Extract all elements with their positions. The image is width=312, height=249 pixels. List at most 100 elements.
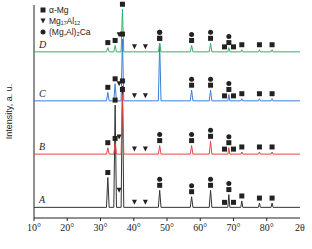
phase-marker xyxy=(231,93,236,98)
phase-marker xyxy=(117,135,122,140)
x-tick xyxy=(200,218,201,221)
phase-marker xyxy=(257,91,262,96)
phase-marker xyxy=(231,44,236,49)
phase-marker xyxy=(226,87,231,92)
phase-marker xyxy=(270,42,275,47)
phase-marker xyxy=(113,76,118,81)
phase-marker xyxy=(113,38,118,43)
x-tick-label: 70° xyxy=(227,222,241,233)
phase-marker xyxy=(239,144,244,149)
phase-marker xyxy=(222,44,227,49)
phase-marker xyxy=(222,147,227,152)
phase-marker xyxy=(113,136,118,141)
phase-marker xyxy=(132,93,137,98)
phase-marker xyxy=(239,91,244,96)
x-tick-label: 20° xyxy=(60,222,74,233)
phase-marker xyxy=(105,40,110,45)
phase-marker xyxy=(132,200,137,205)
phase-marker xyxy=(143,200,148,205)
phase-marker xyxy=(105,85,110,90)
phase-marker xyxy=(189,77,194,82)
series-line xyxy=(34,39,300,101)
phase-marker xyxy=(157,183,162,188)
phase-marker xyxy=(226,40,231,45)
phase-marker xyxy=(120,87,125,92)
phase-marker xyxy=(208,83,213,88)
phase-marker xyxy=(208,177,213,182)
phase-marker xyxy=(143,93,148,98)
phase-marker xyxy=(189,138,194,143)
series-label: D xyxy=(38,39,47,50)
phase-marker xyxy=(226,187,231,192)
phase-marker xyxy=(120,2,125,7)
phase-marker xyxy=(226,81,231,86)
phase-marker xyxy=(208,128,213,133)
chart: 10° 20° 30° 40° 50° 60° 70° 80° 2θ Intensity, a. … xyxy=(0,0,312,249)
phase-marker xyxy=(208,36,213,41)
phase-marker xyxy=(226,181,231,186)
phase-marker xyxy=(157,36,162,41)
x-tick-label: 30° xyxy=(94,222,108,233)
phase-marker xyxy=(257,42,262,47)
phase-marker xyxy=(117,81,122,86)
phase-marker xyxy=(117,32,122,37)
series-label: B xyxy=(39,141,45,152)
phase-marker xyxy=(157,30,162,35)
x-tick-label: 60° xyxy=(193,222,207,233)
phase-marker xyxy=(189,83,194,88)
series-label: C xyxy=(39,88,46,99)
phase-marker xyxy=(222,200,227,205)
phase-marker xyxy=(132,147,137,152)
phase-marker xyxy=(208,77,213,82)
x-tick-label: 40° xyxy=(127,222,141,233)
phase-marker xyxy=(270,91,275,96)
legend: α-MgMg₁₇Al₁₂(Mg,Al)₂Ca xyxy=(41,5,91,37)
phase-marker xyxy=(143,44,148,49)
phase-marker xyxy=(189,132,194,137)
y-axis-label: Intensity, a. u. xyxy=(4,84,14,139)
x-tick-label: 50° xyxy=(160,222,174,233)
series-line xyxy=(34,86,300,207)
phase-marker xyxy=(231,147,236,152)
x-tick xyxy=(133,218,134,221)
phase-marker xyxy=(222,93,227,98)
phase-marker xyxy=(231,200,236,205)
legend-marker xyxy=(41,8,46,13)
phase-marker xyxy=(226,34,231,39)
phase-marker xyxy=(189,183,194,188)
phase-marker xyxy=(226,134,231,139)
phase-marker xyxy=(239,42,244,47)
phase-marker xyxy=(257,144,262,149)
phase-marker xyxy=(157,36,162,41)
legend-label: α-Mg xyxy=(49,5,69,15)
phase-marker xyxy=(143,147,148,152)
phase-marker xyxy=(157,177,162,182)
x-tick-label: 80° xyxy=(260,222,274,233)
phase-marker xyxy=(157,30,162,35)
phase-marker xyxy=(157,138,162,143)
phase-marker xyxy=(208,183,213,188)
x-tick-label: 10° xyxy=(27,222,41,233)
phase-marker xyxy=(208,134,213,139)
phase-marker xyxy=(105,140,110,145)
phase-marker xyxy=(189,32,194,37)
plot-lines xyxy=(34,9,300,207)
y-axis xyxy=(34,5,35,218)
phase-marker xyxy=(117,188,122,193)
phase-marker xyxy=(132,44,137,49)
phase-marker xyxy=(113,98,118,103)
x-axis-label: 2θ xyxy=(295,222,305,233)
phase-marker xyxy=(208,30,213,35)
phase-marker xyxy=(239,193,244,198)
legend-marker xyxy=(41,30,46,35)
x-tick xyxy=(67,218,68,221)
phase-marker xyxy=(270,144,275,149)
phase-marker xyxy=(157,132,162,137)
phase-marker xyxy=(226,140,231,145)
phase-marker xyxy=(257,196,262,201)
legend-label: (Mg,Al)₂Ca xyxy=(49,27,91,37)
phase-marker xyxy=(270,196,275,201)
x-tick xyxy=(167,218,168,221)
x-tick xyxy=(34,218,35,221)
legend-label: Mg₁₇Al₁₂ xyxy=(49,16,80,26)
